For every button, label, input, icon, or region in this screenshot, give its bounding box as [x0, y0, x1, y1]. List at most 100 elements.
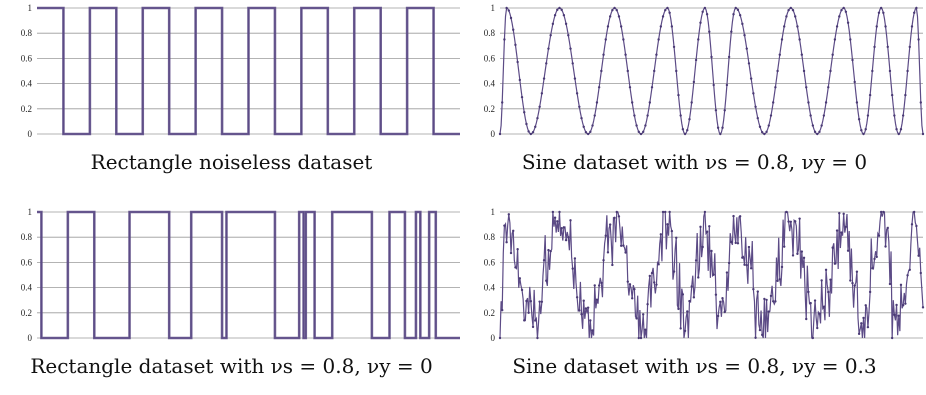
data-point	[716, 314, 720, 318]
data-point	[723, 109, 726, 112]
y-tick-label: 0	[28, 129, 33, 139]
data-point	[840, 231, 843, 234]
data-point	[727, 55, 731, 59]
data-point	[578, 105, 581, 108]
data-point	[542, 259, 546, 262]
data-point	[736, 242, 740, 245]
data-point	[776, 279, 779, 283]
chart-rectangle-noiseless: 0 0.2 0.4 0.6 0.8 1	[21, 3, 460, 139]
data-point	[646, 114, 649, 117]
data-point	[822, 305, 826, 308]
data-point	[712, 273, 715, 276]
data-point	[624, 53, 627, 56]
data-point	[534, 125, 537, 128]
data-point	[608, 15, 612, 18]
y-tick-label: 0.6	[21, 257, 33, 267]
data-point	[747, 245, 751, 249]
data-point	[765, 130, 768, 134]
data-point	[853, 80, 856, 84]
data-point	[622, 244, 625, 247]
data-point	[589, 130, 592, 134]
data-point	[529, 300, 533, 303]
data-point	[789, 6, 793, 10]
data-point	[637, 130, 640, 134]
data-point	[642, 313, 645, 316]
data-point	[549, 249, 552, 253]
data-point	[542, 77, 546, 80]
data-point	[721, 126, 724, 129]
data-point	[512, 229, 515, 233]
data-point	[813, 130, 817, 134]
y-tick-label: 0.4	[21, 283, 33, 293]
data-point	[666, 6, 669, 10]
data-point	[586, 306, 590, 309]
data-point	[619, 244, 623, 248]
data-point	[538, 300, 541, 303]
data-point	[507, 213, 511, 216]
data-point	[564, 22, 568, 26]
data-point	[564, 238, 568, 242]
data-point	[633, 287, 636, 291]
data-point	[765, 298, 768, 302]
data-point	[657, 38, 660, 41]
data-point	[824, 268, 828, 272]
data-point	[686, 310, 689, 313]
data-point	[851, 58, 854, 62]
data-point	[505, 6, 508, 10]
caption-rectangle-noiseless: Rectangle noiseless dataset	[90, 150, 373, 174]
data-point	[677, 93, 680, 97]
data-point	[549, 34, 552, 37]
data-point	[503, 38, 506, 41]
data-point	[580, 116, 583, 120]
data-point	[868, 290, 872, 294]
data-point	[754, 336, 757, 339]
data-point	[509, 251, 513, 255]
data-point	[763, 297, 766, 301]
data-point	[648, 274, 652, 278]
data-point	[664, 210, 667, 214]
data-point	[919, 101, 922, 104]
data-point	[866, 114, 870, 117]
data-point	[648, 101, 652, 104]
data-point	[659, 233, 663, 236]
y-tick-label: 1	[28, 3, 33, 13]
data-point	[901, 304, 905, 307]
y-tick-label: 0.8	[21, 28, 33, 38]
data-point	[912, 210, 916, 214]
data-point	[824, 101, 828, 104]
data-point	[796, 252, 799, 255]
data-point	[626, 69, 629, 73]
data-point	[602, 259, 605, 262]
data-point	[584, 307, 588, 310]
data-point	[578, 309, 581, 312]
data-point	[666, 223, 669, 226]
data-point	[756, 116, 759, 120]
data-point	[710, 249, 713, 253]
data-point	[655, 283, 658, 286]
data-point	[791, 8, 795, 12]
data-point	[778, 53, 781, 56]
data-point	[547, 47, 550, 50]
data-point	[586, 132, 590, 136]
data-point	[816, 132, 819, 136]
data-point	[694, 259, 698, 262]
data-point	[498, 336, 502, 340]
data-point	[633, 114, 636, 117]
data-point	[628, 283, 632, 286]
data-point	[644, 328, 647, 331]
data-point	[783, 245, 786, 248]
data-point	[606, 25, 610, 28]
data-point	[505, 241, 508, 244]
data-point	[838, 15, 841, 18]
data-point	[699, 225, 702, 229]
series-markers	[37, 210, 460, 340]
data-point	[833, 38, 837, 41]
data-point	[675, 236, 678, 240]
data-point	[646, 303, 649, 306]
data-point	[606, 251, 610, 254]
data-point	[897, 314, 900, 317]
data-point	[833, 262, 837, 265]
data-point	[617, 15, 621, 18]
y-tick-label: 0.2	[484, 104, 495, 114]
data-point	[778, 278, 781, 281]
